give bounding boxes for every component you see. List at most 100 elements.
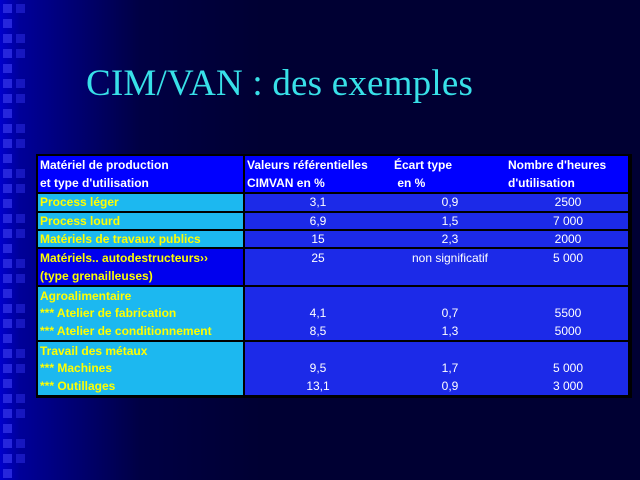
decorative-square xyxy=(16,169,25,178)
decorative-square xyxy=(16,34,25,43)
value-ecart: 0,9 xyxy=(441,195,459,209)
value-hours: 7 000 xyxy=(552,214,584,228)
decorative-square xyxy=(3,394,12,403)
header-material-line2: et type d'utilisation xyxy=(40,176,149,190)
decorative-square xyxy=(3,304,12,313)
header-values-line1: Valeurs référentielles xyxy=(247,158,368,172)
decorative-square xyxy=(3,109,12,118)
decorative-square xyxy=(3,139,12,148)
table-row: Process léger 3,1 0,9 2500 xyxy=(38,194,628,211)
decorative-square xyxy=(16,409,25,418)
decorative-square xyxy=(3,319,12,328)
value-ecart: 1,5 xyxy=(441,214,459,228)
decorative-square xyxy=(3,169,12,178)
value-ecart: 0,9 xyxy=(441,379,459,393)
decorative-square xyxy=(16,229,25,238)
decorative-square xyxy=(3,364,12,373)
value-ecart: 1,7 xyxy=(441,361,459,375)
decorative-square xyxy=(3,454,12,463)
value-cimvan: 9,5 xyxy=(309,361,327,375)
row-sublabel: *** Atelier de conditionnement xyxy=(40,324,212,338)
decorative-square xyxy=(3,4,12,13)
decorative-square xyxy=(3,184,12,193)
decorative-square xyxy=(16,454,25,463)
table-row: Agroalimentaire *** Atelier de fabricati… xyxy=(38,287,628,340)
decorative-square xyxy=(16,439,25,448)
row-sublabel: *** Outillages xyxy=(40,379,116,393)
decorative-square xyxy=(16,4,25,13)
header-hours-line2: d'utilisation xyxy=(508,176,575,190)
slide-title: CIM/VAN : des exemples xyxy=(86,63,474,104)
decorative-square xyxy=(16,124,25,133)
value-hours: 5 000 xyxy=(552,361,584,375)
value-cimvan: 4,1 xyxy=(309,306,327,320)
header-ecart-line1: Écart type xyxy=(394,158,453,172)
row-label: Matériels de travaux publics xyxy=(40,232,201,246)
value-cimvan: 8,5 xyxy=(309,324,327,338)
value-hours: 2000 xyxy=(554,232,582,246)
decorative-square xyxy=(16,394,25,403)
row-label: Process léger xyxy=(40,195,119,209)
row-label: Process lourd xyxy=(40,214,121,228)
decorative-square xyxy=(3,349,12,358)
decorative-square xyxy=(3,289,12,298)
value-ecart: 0,7 xyxy=(441,306,459,320)
decorative-square xyxy=(3,199,12,208)
decorative-square xyxy=(3,229,12,238)
decorative-square xyxy=(3,49,12,58)
decorative-square xyxy=(3,34,12,43)
value-cimvan: 3,1 xyxy=(309,195,327,209)
decorative-square xyxy=(16,184,25,193)
decorative-square xyxy=(16,259,25,268)
value-cimvan: 15 xyxy=(311,232,325,246)
decorative-square xyxy=(3,409,12,418)
decorative-square xyxy=(3,259,12,268)
decorative-square xyxy=(16,364,25,373)
decorative-square xyxy=(3,124,12,133)
decorative-square xyxy=(3,379,12,388)
decorative-square xyxy=(3,19,12,28)
row-label: Agroalimentaire xyxy=(40,289,132,303)
row-label: Travail des métaux xyxy=(40,344,148,358)
value-hours: 5000 xyxy=(554,324,582,338)
value-hours: 5 000 xyxy=(552,251,584,265)
decorative-square xyxy=(3,274,12,283)
value-ecart: non significatif xyxy=(411,251,489,265)
decorative-square xyxy=(16,139,25,148)
value-cimvan: 13,1 xyxy=(306,379,330,393)
decorative-square xyxy=(16,304,25,313)
header-values-line2: CIMVAN en % xyxy=(247,176,325,190)
value-hours: 3 000 xyxy=(552,379,584,393)
header-hours-line1: Nombre d'heures xyxy=(508,158,607,172)
row-sublabel: *** Atelier de fabrication xyxy=(40,306,177,320)
table-row: Travail des métaux *** Machines *** Outi… xyxy=(38,342,628,395)
decorative-square xyxy=(16,49,25,58)
decorative-square-pattern xyxy=(0,0,40,480)
decorative-square xyxy=(3,79,12,88)
row-sublabel: (type grenailleuses) xyxy=(40,269,153,283)
decorative-square xyxy=(3,64,12,73)
value-cimvan: 25 xyxy=(311,251,325,265)
decorative-square xyxy=(16,274,25,283)
decorative-square xyxy=(3,214,12,223)
decorative-square xyxy=(3,334,12,343)
row-label: Matériels.. autodestructeurs›› xyxy=(40,251,209,265)
decorative-square xyxy=(3,244,12,253)
decorative-square xyxy=(16,79,25,88)
row-sublabel: *** Machines xyxy=(40,361,113,375)
table-header-row: Matériel de production et type d'utilisa… xyxy=(38,156,628,192)
value-cimvan: 6,9 xyxy=(309,214,327,228)
decorative-square xyxy=(3,154,12,163)
value-ecart: 1,3 xyxy=(441,324,459,338)
data-table: Matériel de production et type d'utilisa… xyxy=(36,154,632,398)
decorative-square xyxy=(3,469,12,478)
table-row: Matériels.. autodestructeurs›› (type gre… xyxy=(38,249,628,285)
header-material-line1: Matériel de production xyxy=(40,158,169,172)
decorative-square xyxy=(16,319,25,328)
table-row: Process lourd 6,9 1,5 7 000 xyxy=(38,213,628,229)
value-ecart: 2,3 xyxy=(441,232,459,246)
value-hours: 5500 xyxy=(554,306,582,320)
decorative-square xyxy=(16,349,25,358)
header-ecart-line2: en % xyxy=(394,176,426,190)
